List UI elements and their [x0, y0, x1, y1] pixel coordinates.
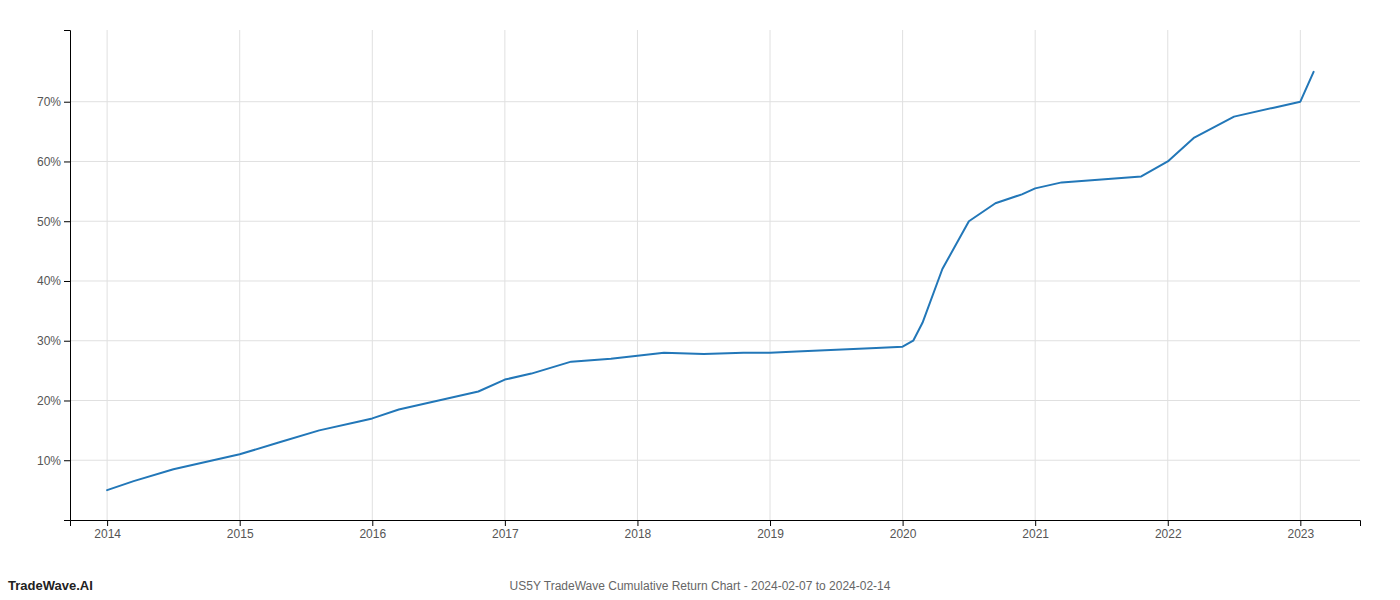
x-tick-label: 2018	[625, 527, 652, 541]
y-tick-label: 70%	[37, 95, 61, 109]
x-tick-label: 2019	[757, 527, 784, 541]
grid-line	[70, 460, 1360, 461]
x-tick: 2018	[625, 520, 652, 541]
x-tick-mark	[107, 520, 108, 526]
grid-line	[637, 30, 638, 520]
y-tick: 40%	[37, 274, 70, 288]
y-tick: 30%	[37, 334, 70, 348]
x-tick-label: 2020	[890, 527, 917, 541]
x-tick-mark	[240, 520, 241, 526]
x-tick-mark	[637, 520, 638, 526]
x-tick: 2017	[492, 520, 519, 541]
y-tick: 60%	[37, 155, 70, 169]
line	[107, 72, 1313, 490]
x-tick-label: 2017	[492, 527, 519, 541]
marks	[107, 72, 1313, 490]
y-tick-label: 40%	[37, 274, 61, 288]
grid-line	[1300, 30, 1301, 520]
x-tick: 2019	[757, 520, 784, 541]
y-tick-mark	[64, 161, 70, 162]
grid-line	[1167, 30, 1168, 520]
grid-line	[70, 221, 1360, 222]
x-tick-label: 2014	[94, 527, 121, 541]
grid-line	[70, 340, 1360, 341]
grid-line	[107, 30, 108, 520]
x-tick-label: 2023	[1287, 527, 1314, 541]
y-tick-label: 30%	[37, 334, 61, 348]
plot: 2014 2015 2016 2017 2018 2019 2020 2021 2022 2023…	[37, 30, 1361, 541]
y-axis: 10% 20% 30% 40% 50% 60% 70%	[37, 31, 71, 521]
x-tick-mark	[903, 520, 904, 526]
x-tick: 2015	[227, 520, 254, 541]
x-tick-mark	[770, 520, 771, 526]
x-tick-mark	[505, 520, 506, 526]
x-tick-label: 2015	[227, 527, 254, 541]
x-tick: 2023	[1287, 520, 1314, 541]
x-tick: 2021	[1022, 520, 1049, 541]
title: US5Y TradeWave Cumulative Return Chart -…	[510, 579, 891, 593]
grid-line	[902, 30, 903, 520]
grid-line	[239, 30, 240, 520]
y-axis-line	[64, 31, 71, 521]
grid-line	[70, 280, 1360, 281]
y-tick: 20%	[37, 394, 70, 408]
grid-line	[70, 101, 1360, 102]
x-tick-label: 2021	[1022, 527, 1049, 541]
x-tick-mark	[1168, 520, 1169, 526]
y-tick: 50%	[37, 215, 70, 229]
grid-line	[70, 400, 1360, 401]
x-axis-line	[71, 521, 1361, 527]
grid-line	[1035, 30, 1036, 520]
watermark: TradeWave.AI	[8, 578, 93, 593]
x-tick: 2022	[1155, 520, 1182, 541]
x-tick: 2020	[890, 520, 917, 541]
y-tick-label: 20%	[37, 394, 61, 408]
grid-line	[770, 30, 771, 520]
y-tick-mark	[64, 221, 70, 222]
x-tick-mark	[1035, 520, 1036, 526]
x-tick: 2016	[359, 520, 386, 541]
y-tick: 70%	[37, 95, 70, 109]
grid-line	[372, 30, 373, 520]
x-tick-mark	[1300, 520, 1301, 526]
y-tick: 10%	[37, 454, 70, 468]
y-tick-mark	[64, 102, 70, 103]
y-tick-mark	[64, 460, 70, 461]
y-tick-label: 50%	[37, 215, 61, 229]
grid-line	[504, 30, 505, 520]
grid	[70, 30, 1360, 520]
y-tick-mark	[64, 400, 70, 401]
x-tick-label: 2022	[1155, 527, 1182, 541]
x-tick: 2014	[94, 520, 121, 541]
x-tick-label: 2016	[359, 527, 386, 541]
x-axis: 2014 2015 2016 2017 2018 2019 2020 2021 2022 2023	[71, 520, 1361, 541]
x-tick-mark	[372, 520, 373, 526]
y-tick-mark	[64, 341, 70, 342]
chart: 2014 2015 2016 2017 2018 2019 2020 2021 2022 2023…	[0, 0, 1400, 600]
y-tick-mark	[64, 281, 70, 282]
y-tick-label: 10%	[37, 454, 61, 468]
y-tick-label: 60%	[37, 155, 61, 169]
